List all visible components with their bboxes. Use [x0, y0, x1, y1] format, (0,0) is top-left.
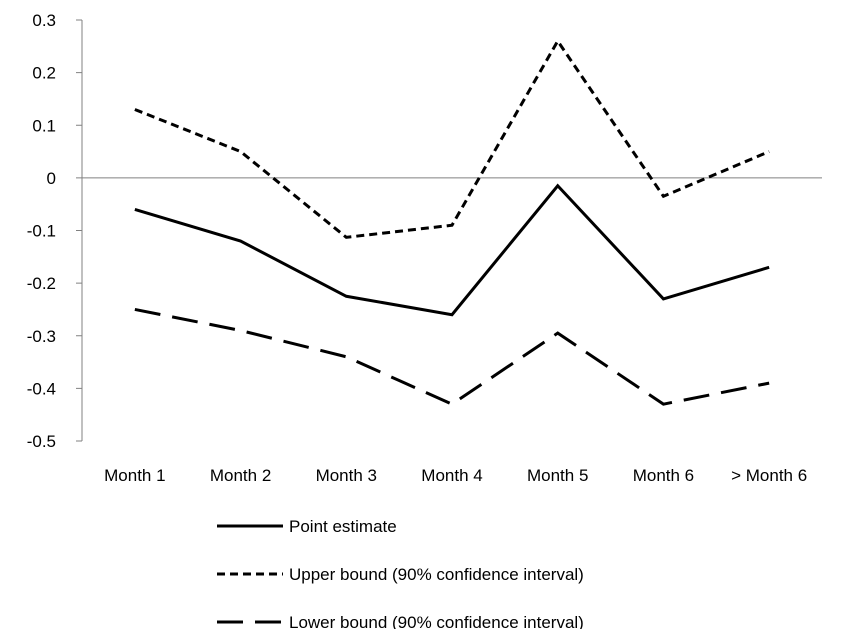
- legend-label: Point estimate: [289, 517, 397, 536]
- series-line-short-dash: [134, 38, 770, 239]
- axes: [81, 20, 822, 441]
- series-lines: [134, 38, 770, 406]
- x-tick-label: Month 1: [104, 466, 165, 485]
- x-tick-label: > Month 6: [731, 466, 807, 485]
- legend-label: Lower bound (90% confidence interval): [289, 613, 584, 629]
- x-tick-label: Month 5: [527, 466, 588, 485]
- y-tick-label: -0.2: [27, 274, 56, 293]
- x-tick-label: Month 6: [633, 466, 694, 485]
- x-tick-label: Month 4: [421, 466, 482, 485]
- series-line-long-dash: [134, 307, 770, 406]
- y-tick-label: -0.5: [27, 432, 56, 451]
- y-tick-label: -0.3: [27, 327, 56, 346]
- y-axis-ticks: 0.3 0.2 0.1 0 -0.1 -0.2 -0.3 -0.4 -0.5: [27, 11, 82, 451]
- y-tick-label: 0: [47, 169, 56, 188]
- x-axis-ticks: Month 1 Month 2 Month 3 Month 4 Month 5 Month…: [104, 466, 807, 485]
- y-tick-label: 0.1: [32, 116, 56, 135]
- series-line-solid: [134, 183, 770, 317]
- y-tick-label: -0.4: [27, 379, 56, 398]
- legend: Point estimate Upper bound (90% confidenc…: [217, 517, 584, 629]
- y-tick-label: 0.3: [32, 11, 56, 30]
- x-tick-label: Month 2: [210, 466, 271, 485]
- y-tick-label: -0.1: [27, 222, 56, 241]
- x-tick-label: Month 3: [316, 466, 377, 485]
- legend-label: Upper bound (90% confidence interval): [289, 565, 584, 584]
- y-tick-label: 0.2: [32, 64, 56, 83]
